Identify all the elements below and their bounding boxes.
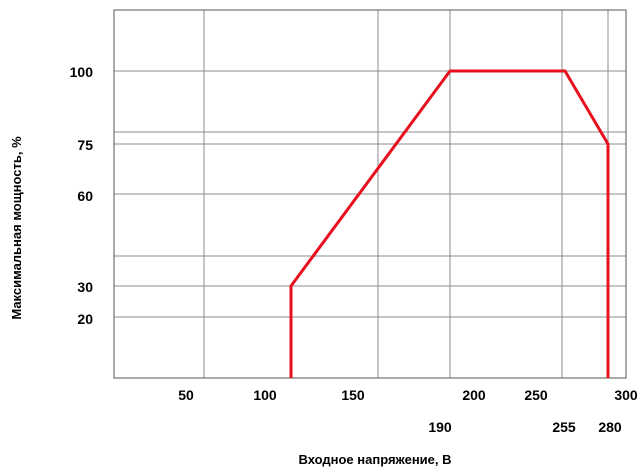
x-tick-labels-bottom: 190 255 280 bbox=[428, 419, 622, 435]
x-tick-200: 200 bbox=[462, 387, 486, 403]
grid-lines bbox=[114, 10, 626, 378]
x-tick-280: 280 bbox=[598, 419, 622, 435]
y-tick-labels: 100 75 60 30 20 bbox=[70, 64, 94, 327]
x-tick-190: 190 bbox=[428, 419, 452, 435]
x-tick-300: 300 bbox=[614, 387, 638, 403]
y-tick-100: 100 bbox=[70, 64, 94, 80]
y-tick-60: 60 bbox=[77, 188, 93, 204]
y-axis-title: Максимальная мощность, % bbox=[9, 136, 24, 320]
y-tick-75: 75 bbox=[77, 137, 93, 153]
x-tick-labels-top: 50 100 150 200 250 300 bbox=[178, 387, 638, 403]
x-tick-250: 250 bbox=[524, 387, 548, 403]
x-axis-title: Входное напряжение, В bbox=[298, 452, 451, 467]
x-tick-100: 100 bbox=[253, 387, 277, 403]
y-tick-30: 30 bbox=[77, 279, 93, 295]
series-line bbox=[289, 69, 610, 378]
x-tick-150: 150 bbox=[341, 387, 365, 403]
y-tick-20: 20 bbox=[77, 311, 93, 327]
x-tick-50: 50 bbox=[178, 387, 194, 403]
x-tick-255: 255 bbox=[552, 419, 576, 435]
plot-frame bbox=[113, 9, 627, 379]
